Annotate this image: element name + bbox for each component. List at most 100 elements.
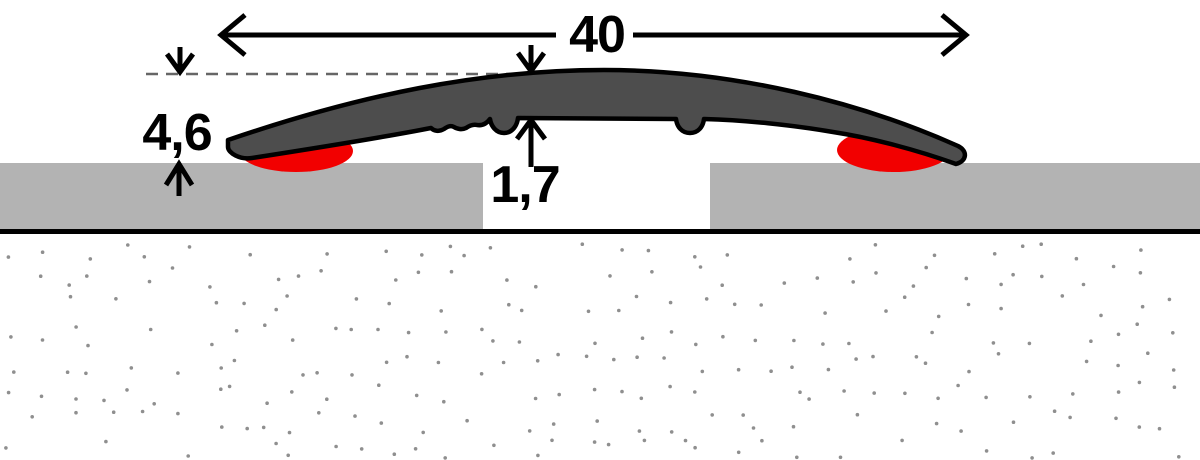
subfloor-dot [84,371,88,376]
subfloor-dot [1099,313,1103,318]
subfloor-dot [1116,390,1121,394]
subfloor-dot [999,306,1003,311]
subfloor-dot [248,252,252,257]
subfloor-dot [74,410,78,415]
thickness-dimension [514,45,548,167]
subfloor-dot [650,270,654,274]
subfloor-dot [1071,392,1075,396]
subfloor-dot [760,438,764,443]
subfloor-dot [854,357,858,361]
subfloor-dot [550,438,554,443]
subfloor-dot [265,401,269,406]
height-dimension [163,47,196,196]
subfloor-dot [592,387,597,392]
subfloor-dot [556,352,560,357]
subfloor-dot [350,373,354,377]
subfloor-dot [700,369,705,374]
subfloor-dot [68,294,73,299]
subfloor-dot [4,446,8,450]
subfloor-dot [634,294,639,299]
subfloor-dot [1139,248,1143,252]
subfloor-dot [999,282,1003,287]
subfloor-dot [1157,426,1162,431]
subfloor-dot [751,426,756,430]
subfloor-dot [40,250,45,254]
subfloor-dot [394,278,398,282]
subfloor-dot [669,430,674,434]
subfloor-dot [966,302,971,307]
subfloor-dot [851,280,855,284]
subfloor-dot [710,413,714,417]
subfloor-dot [1177,455,1181,459]
subfloor-dot [693,254,697,259]
subfloor-dot [874,271,878,275]
subfloor-dot [936,396,940,401]
transition-profile-shape [225,67,968,167]
subfloor-dot [838,455,843,460]
subfloor-dot [533,396,538,401]
subfloor-dot [227,384,232,389]
subfloor-dot [9,335,13,339]
subfloor-dot [392,452,397,457]
subfloor-dot [405,354,409,359]
subfloor-dot [669,330,674,334]
floor-covering-left [0,163,483,229]
arrow-up-icon [514,115,548,141]
subfloor-dot [924,265,928,270]
subfloor-dot [465,418,469,423]
subfloor-dot [932,253,937,258]
subfloor-dot [1137,380,1142,385]
subfloor-dot [936,314,941,319]
subfloor-dot [519,308,524,313]
subfloor-dot [147,279,152,284]
subfloor-dot [1089,339,1093,344]
subfloor-dot [593,341,597,346]
subfloor-dot [911,284,916,288]
subfloor-dot [413,447,418,451]
subfloor-dot [1084,359,1089,364]
subfloor-dot [900,438,904,443]
subfloor-dot [1172,385,1177,390]
subfloor-dot [640,336,645,341]
subfloor-dot [1060,294,1065,298]
subfloor-dot [557,392,561,397]
subfloor-dot [534,284,538,289]
subfloor-dot [741,413,745,417]
subfloor-dot [551,422,556,426]
subfloor-dot [421,430,426,435]
subfloor-dot [694,342,698,347]
width-dimension-label: 40 [569,6,625,64]
subfloor-dot [668,300,673,305]
subfloor-dot [635,355,639,360]
subfloor-dot [967,369,971,374]
subfloor-dot [848,257,852,261]
subfloor-dot [274,307,279,312]
subfloor-dot [1027,341,1032,346]
subfloor-dot [1052,409,1057,414]
subfloor-dot [753,338,758,343]
subfloor-dot [1135,322,1139,327]
arrow-left-icon [217,13,247,57]
subfloor-dot [991,341,996,345]
subfloor-dot [38,274,43,279]
subfloor-dot [126,243,130,247]
subfloor-dot [782,281,787,285]
subfloor-dot [176,371,180,375]
subfloor-dot [821,342,825,346]
subfloor-dot [1011,420,1016,425]
subfloor-dot [984,449,989,453]
subfloor-dot [74,397,78,401]
subfloor-dot [725,253,730,257]
subfloor-dot [6,390,11,395]
subfloor-dot [930,330,934,335]
subfloor-dot [379,421,384,425]
subfloor-dot [319,269,323,273]
subfloor-dot [592,440,597,444]
subfloor-dot [220,425,224,429]
subfloor-dot [923,361,928,366]
subfloor-dot [443,456,448,460]
subfloor-dot [792,338,796,343]
subfloor-dot [807,397,811,401]
subfloor-dot [842,389,846,393]
subfloor-dot [769,369,773,374]
